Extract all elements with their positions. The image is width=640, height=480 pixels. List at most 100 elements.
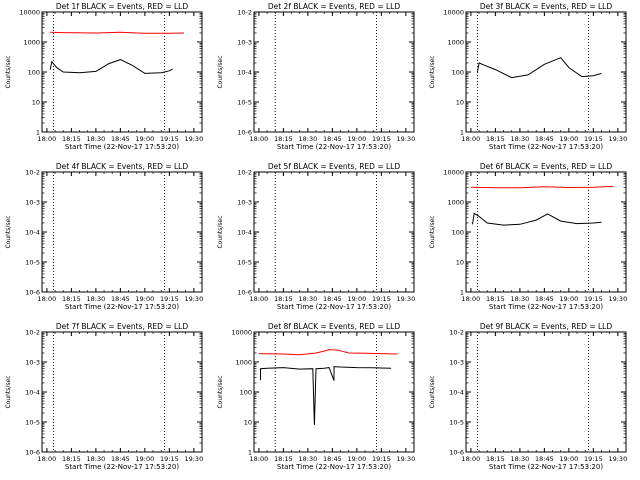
y-tick-label: 10-6: [237, 289, 252, 297]
y-tick-label: 10-4: [237, 229, 252, 237]
x-tick-label: 18:30: [87, 295, 106, 303]
x-tick-label: 18:30: [299, 455, 318, 463]
x-tick-label: 18:00: [38, 455, 57, 463]
y-tick-label: 10-5: [237, 259, 252, 267]
x-tick-label: 19:15: [160, 455, 179, 463]
x-axis-label: Start Time (22-Nov-17 17:53:20): [277, 143, 391, 151]
y-tick-label: 10000: [231, 329, 252, 337]
x-tick-label: 19:00: [135, 455, 154, 463]
x-tick-label: 18:45: [535, 295, 554, 303]
x-tick-label: 19:00: [347, 295, 366, 303]
y-tick-label: 10-4: [449, 389, 464, 397]
y-tick-label: 1000: [235, 359, 252, 367]
x-tick-label: 18:30: [511, 455, 530, 463]
panel-1: Det 1f BLACK = Events, RED = LLD 1 10 100 10…: [5, 2, 203, 151]
y-tick-label: 10-6: [449, 449, 464, 457]
x-tick-label: 19:00: [135, 135, 154, 143]
y-tick-label: 10-2: [25, 169, 40, 177]
x-tick-label: 18:00: [462, 295, 481, 303]
y-tick-label: 1: [248, 449, 252, 457]
x-tick-label: 19:30: [608, 135, 627, 143]
x-tick-label: 19:30: [608, 455, 627, 463]
x-tick-label: 18:15: [274, 295, 293, 303]
x-tick-label: 19:30: [396, 295, 415, 303]
x-tick-label: 19:30: [608, 295, 627, 303]
x-tick-label: 19:15: [160, 135, 179, 143]
x-tick-label: 19:15: [584, 455, 603, 463]
panel-title: Det 9f BLACK = Events, RED = LLD: [480, 322, 613, 331]
y-axis-label: Counts/sec: [5, 55, 12, 88]
y-tick-label: 10-5: [449, 419, 464, 427]
panel-8: Det 8f BLACK = Events, RED = LLD 1 10 100 10…: [217, 322, 415, 471]
x-tick-label: 19:30: [396, 135, 415, 143]
x-tick-label: 19:15: [584, 135, 603, 143]
y-axis-label: Counts/sec: [429, 375, 436, 408]
y-tick-label: 10000: [443, 169, 464, 177]
x-axis-label: Start Time (22-Nov-17 17:53:20): [65, 463, 179, 471]
x-tick-label: 19:00: [347, 455, 366, 463]
plot-frame: [253, 171, 415, 293]
x-tick-label: 18:30: [511, 135, 530, 143]
y-tick-label: 10-2: [449, 329, 464, 337]
x-tick-label: 18:45: [323, 455, 342, 463]
x-tick-label: 18:15: [486, 295, 505, 303]
x-tick-label: 18:45: [535, 455, 554, 463]
panel-title: Det 7f BLACK = Events, RED = LLD: [56, 322, 189, 331]
series-events: [476, 57, 602, 79]
x-tick-label: 18:30: [87, 455, 106, 463]
y-tick-label: 1: [460, 289, 464, 297]
x-tick-label: 18:00: [462, 135, 481, 143]
x-tick-label: 18:15: [274, 455, 293, 463]
y-tick-label: 10-6: [25, 289, 40, 297]
x-tick-label: 18:30: [299, 295, 318, 303]
y-tick-label: 10: [456, 259, 464, 267]
x-axis-label: Start Time (22-Nov-17 17:53:20): [489, 143, 603, 151]
y-tick-label: 10-2: [237, 9, 252, 17]
y-tick-label: 100: [452, 69, 464, 77]
x-axis-label: Start Time (22-Nov-17 17:53:20): [489, 303, 603, 311]
y-tick-label: 10-5: [25, 419, 40, 427]
y-tick-label: 10-6: [25, 449, 40, 457]
x-tick-label: 19:30: [396, 455, 415, 463]
x-axis-label: Start Time (22-Nov-17 17:53:20): [65, 143, 179, 151]
x-axis-label: Start Time (22-Nov-17 17:53:20): [65, 303, 179, 311]
panel-3: Det 3f BLACK = Events, RED = LLD 1 10 100 10…: [429, 2, 627, 151]
panel-title: Det 4f BLACK = Events, RED = LLD: [56, 162, 189, 171]
x-tick-label: 18:45: [535, 135, 554, 143]
series-lld: [50, 31, 185, 34]
x-axis-label: Start Time (22-Nov-17 17:53:20): [277, 463, 391, 471]
x-tick-label: 19:00: [559, 135, 578, 143]
x-tick-label: 19:15: [160, 295, 179, 303]
x-tick-label: 19:15: [372, 455, 391, 463]
plot-frame: [465, 331, 627, 453]
y-axis-label: Counts/sec: [429, 55, 436, 88]
x-tick-label: 19:15: [584, 295, 603, 303]
y-axis-label: Counts/sec: [429, 215, 436, 248]
panel-4: Det 4f BLACK = Events, RED = LLD 10-6 10-5…: [5, 162, 203, 311]
y-tick-label: 1000: [447, 199, 464, 207]
x-tick-label: 18:00: [250, 455, 269, 463]
y-axis-label: Counts/sec: [5, 375, 12, 408]
y-tick-label: 10-5: [25, 259, 40, 267]
plot-frame: [41, 331, 203, 453]
series-events: [472, 212, 602, 226]
y-tick-label: 10-5: [237, 99, 252, 107]
y-tick-label: 10-3: [237, 39, 252, 47]
x-tick-label: 18:15: [274, 135, 293, 143]
y-tick-label: 100: [452, 229, 464, 237]
x-tick-label: 18:00: [250, 295, 269, 303]
x-tick-label: 18:15: [62, 455, 81, 463]
x-tick-label: 19:30: [184, 295, 203, 303]
x-tick-label: 19:00: [135, 295, 154, 303]
y-axis-label: Counts/sec: [5, 215, 12, 248]
panel-title: Det 3f BLACK = Events, RED = LLD: [480, 2, 613, 11]
x-tick-label: 19:00: [347, 135, 366, 143]
y-tick-label: 100: [240, 389, 252, 397]
x-tick-label: 18:45: [111, 455, 130, 463]
y-tick-label: 10: [244, 419, 252, 427]
y-tick-label: 1000: [23, 39, 40, 47]
panel-title: Det 1f BLACK = Events, RED = LLD: [56, 2, 189, 11]
x-tick-label: 18:45: [323, 295, 342, 303]
panel-title: Det 2f BLACK = Events, RED = LLD: [268, 2, 401, 11]
